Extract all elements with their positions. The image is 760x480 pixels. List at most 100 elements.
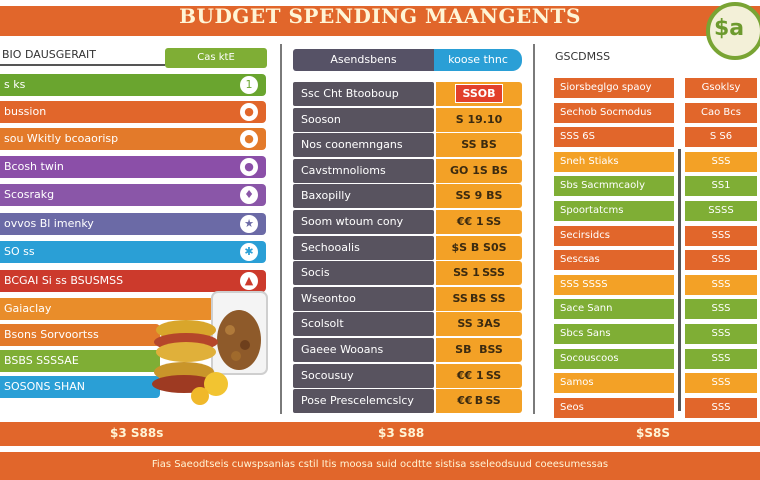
amount-value: GO 1S BS xyxy=(436,158,522,183)
footer-text: Fias Saeodtseis cuwspsanias cstil Itis m… xyxy=(151,459,609,470)
category-row[interactable]: BSBS SSSSAE xyxy=(0,350,160,372)
food-illustration xyxy=(152,291,268,405)
goal-label[interactable]: SSS 6S xyxy=(554,127,674,148)
category-icon: ● xyxy=(240,158,258,176)
category-label: bussion xyxy=(4,105,47,118)
amount-label: Socousuy xyxy=(293,363,434,388)
divider xyxy=(678,149,681,411)
category-row[interactable]: bussion ● xyxy=(0,101,266,123)
goal-label[interactable]: Socouscoos xyxy=(554,348,674,369)
goal-label[interactable]: Sescsas xyxy=(554,250,674,271)
amount-row[interactable]: Soom wtoum cony €€ 1 SS xyxy=(293,210,522,234)
goal-label[interactable]: Sechob Socmodus xyxy=(554,102,674,123)
amount-label: Cavstmnolioms xyxy=(293,158,434,183)
category-label: s ks xyxy=(4,78,26,91)
amount-label: Ssc Cht Btooboup xyxy=(293,82,434,106)
category-row[interactable]: SOSONS SHAN xyxy=(0,376,160,398)
goal-value: SSS xyxy=(685,250,757,271)
amount-value: €€ 1 SS xyxy=(436,210,522,234)
category-row[interactable]: ovvos Bl imenky ★ xyxy=(0,213,266,235)
amount-row[interactable]: Wseontoo SS BS SS xyxy=(293,286,522,311)
category-label: Bsons Sorvoortss xyxy=(4,328,99,341)
goal-label[interactable]: SSS SSSS xyxy=(554,274,674,295)
amount-value: SS BS xyxy=(436,133,522,158)
goal-label[interactable]: Sbcs Sans xyxy=(554,324,674,344)
amount-label: Sooson xyxy=(293,107,434,132)
amount-value-text: $S B S0S xyxy=(451,240,507,254)
category-icon: ● xyxy=(240,130,258,148)
category-row[interactable]: SO ss ✱ xyxy=(0,241,266,263)
divider xyxy=(533,44,535,414)
amount-value-text: SSOB xyxy=(455,84,503,103)
category-label: SOSONS SHAN xyxy=(4,380,85,393)
goal-label[interactable]: Sbs Sacmmcaoly xyxy=(554,176,674,197)
amount-row[interactable]: Cavstmnolioms GO 1S BS xyxy=(293,158,522,183)
goal-value: SSS xyxy=(685,373,757,394)
goal-value: SSS xyxy=(685,274,757,295)
amount-value-text: €€ B SS xyxy=(457,394,501,408)
page-title: BUDGET SPENDING MAANGENTS xyxy=(179,4,581,28)
amount-label: Baxopilly xyxy=(293,184,434,209)
goal-label[interactable]: Sneh Stiaks xyxy=(554,151,674,172)
amount-value: $S B S0S xyxy=(436,235,522,260)
amount-label: Soom wtoum cony xyxy=(293,210,434,234)
goal-label[interactable]: Sace Sann xyxy=(554,299,674,320)
amount-value-text: GO 1S BS xyxy=(450,163,508,177)
goals-header: GSCDMSS xyxy=(555,50,611,63)
amount-row[interactable]: Sooson S 19.10 xyxy=(293,107,522,132)
amount-value: SS 3AS xyxy=(436,312,522,337)
badge-text: $a xyxy=(714,16,745,41)
category-label: BCGAI Si ss BSUSMSS xyxy=(4,274,124,287)
category-row[interactable]: Bcosh twin ● xyxy=(0,156,266,178)
goal-label[interactable]: Spoortatcms xyxy=(554,201,674,221)
money-badge-icon: $a xyxy=(706,2,760,60)
amount-label: Nos coonemngans xyxy=(293,133,434,158)
goal-label[interactable]: Secirsidcs xyxy=(554,225,674,246)
total-middle: $3 S88 xyxy=(378,426,425,440)
amount-row[interactable]: Gaeee Wooans SB BSS xyxy=(293,338,522,362)
category-label: BSBS SSSSAE xyxy=(4,354,79,367)
amount-value-text: SS 1 SSS xyxy=(453,266,505,280)
amount-row[interactable]: Sechooalis $S B S0S xyxy=(293,235,522,260)
category-label: sou Wkitly bcoaorisp xyxy=(4,132,119,145)
amounts-header-label: Asendsbens xyxy=(293,49,434,71)
divider xyxy=(280,44,282,414)
total-right: $S8S xyxy=(636,426,670,440)
category-row[interactable]: Bsons Sorvoortss xyxy=(0,324,160,346)
amount-value: SB BSS xyxy=(436,338,522,362)
category-row[interactable]: BCGAI Si ss BSUSMSS ▲ xyxy=(0,270,266,292)
amount-row[interactable]: Ssc Cht Btooboup SSOB xyxy=(293,82,522,106)
goal-label[interactable]: Samos xyxy=(554,373,674,394)
amount-row[interactable]: Pose Prescelemcslcy €€ B SS xyxy=(293,389,522,414)
goal-label[interactable]: Siorsbeglgo spaoy xyxy=(554,78,674,98)
amount-row[interactable]: Socousuy €€ 1 SS xyxy=(293,363,522,388)
amount-row[interactable]: Nos coonemngans SS BS xyxy=(293,133,522,158)
goal-value: SSSS xyxy=(685,201,757,221)
amount-label: Scolsolt xyxy=(293,312,434,337)
category-row[interactable]: Gaiaclay xyxy=(0,298,214,320)
amount-label: Socis xyxy=(293,261,434,286)
amount-value: €€ 1 SS xyxy=(436,363,522,388)
amount-label: Pose Prescelemcslcy xyxy=(293,389,434,414)
amount-value-text: SS 9 BS xyxy=(455,189,503,203)
goal-label[interactable]: Seos xyxy=(554,397,674,418)
goal-value: S S6 xyxy=(685,127,757,148)
goal-value: SSS xyxy=(685,348,757,369)
category-label: Scosrakg xyxy=(4,188,55,201)
category-row[interactable]: s ks 1 xyxy=(0,74,266,96)
category-row[interactable]: Scosrakg ♦ xyxy=(0,184,266,206)
category-icon: ♦ xyxy=(240,186,258,204)
category-label: SO ss xyxy=(4,245,35,258)
goal-value: SSS xyxy=(685,299,757,320)
amount-row[interactable]: Scolsolt SS 3AS xyxy=(293,312,522,337)
category-row[interactable]: sou Wkitly bcoaorisp ● xyxy=(0,128,266,150)
amount-value: SS 9 BS xyxy=(436,184,522,209)
goals-column: GSCDMSS Siorsbeglgo spaoy Gsoklsy Sechob S… xyxy=(545,44,760,418)
goal-value: SSS xyxy=(685,225,757,246)
total-left: $3 S88s xyxy=(110,426,164,440)
amount-row[interactable]: Baxopilly SS 9 BS xyxy=(293,184,522,209)
totals-bar xyxy=(0,422,760,446)
amount-value: €€ B SS xyxy=(436,389,522,414)
category-icon: ● xyxy=(240,103,258,121)
amount-row[interactable]: Socis SS 1 SSS xyxy=(293,261,522,286)
